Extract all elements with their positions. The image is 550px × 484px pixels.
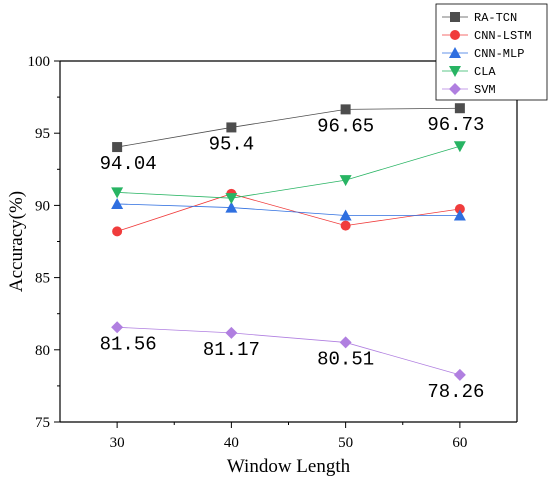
- y-tick-label: 75: [35, 415, 50, 431]
- data-label: 81.56: [100, 333, 157, 355]
- legend-label: CLA: [474, 65, 496, 79]
- data-point: [339, 336, 352, 349]
- series-ra-tcn: [112, 103, 465, 153]
- data-label: 80.51: [317, 348, 374, 370]
- data-label: 96.73: [427, 114, 484, 136]
- data-label: 94.04: [100, 153, 157, 175]
- y-tick-label: 95: [35, 126, 50, 142]
- data-label: 96.65: [317, 115, 374, 137]
- data-point: [225, 193, 238, 205]
- series-cnn-lstm: [112, 188, 465, 237]
- series-line: [117, 107, 460, 148]
- legend-label: SVM: [474, 83, 496, 97]
- data-point: [111, 321, 124, 334]
- y-tick-label: 90: [35, 198, 50, 214]
- data-label: 95.4: [209, 133, 255, 155]
- x-tick-label: 60: [452, 435, 467, 451]
- x-tick-label: 30: [110, 435, 125, 451]
- legend-label: CNN-LSTM: [474, 29, 532, 43]
- x-tick-label: 40: [224, 435, 239, 451]
- data-point: [225, 326, 238, 339]
- data-point: [112, 142, 123, 153]
- series-svm: [111, 321, 466, 381]
- y-tick-label: 85: [35, 271, 50, 287]
- legend-label: RA-TCN: [474, 11, 517, 25]
- y-tick-label: 80: [35, 343, 50, 359]
- series-layer: [111, 103, 466, 381]
- data-label: 81.17: [203, 339, 260, 361]
- data-point: [339, 209, 352, 221]
- series-line: [117, 193, 460, 232]
- legend: RA-TCN CNN-LSTM CNN-MLP CLA SVM: [435, 3, 548, 101]
- data-point: [340, 104, 351, 115]
- data-point: [340, 220, 351, 231]
- data-point: [339, 175, 352, 187]
- axes: 30 40 50 60 75 80 85 90 95 100 Window Length Accura…: [6, 54, 518, 477]
- data-point: [225, 201, 238, 213]
- series-cnn-mlp: [111, 197, 466, 221]
- data-point: [454, 204, 465, 215]
- data-point: [226, 122, 237, 133]
- data-point: [453, 368, 466, 381]
- data-point: [453, 141, 466, 153]
- data-labels: 94.04 95.4 96.65 96.73 81.56 81.17 80.51 78.26: [100, 114, 485, 403]
- data-point: [453, 209, 466, 221]
- y-axis-title: Accuracy(%): [6, 191, 27, 292]
- data-point: [454, 103, 465, 114]
- y-tick-label: 100: [28, 54, 51, 70]
- x-axis-title: Window Length: [227, 456, 351, 477]
- legend-marker: [449, 83, 461, 95]
- legend-marker: [449, 66, 461, 77]
- data-label: 78.26: [427, 381, 484, 403]
- legend-marker: [449, 47, 461, 58]
- series-line: [117, 203, 460, 216]
- series-line: [117, 326, 460, 376]
- data-point: [112, 226, 123, 237]
- data-point: [111, 197, 124, 209]
- series-cla: [111, 141, 466, 205]
- series-line: [117, 145, 460, 199]
- legend-marker: [450, 12, 460, 22]
- data-point: [111, 187, 124, 199]
- legend-marker: [450, 30, 460, 40]
- x-tick-label: 50: [338, 435, 353, 451]
- legend-label: CNN-MLP: [474, 47, 524, 61]
